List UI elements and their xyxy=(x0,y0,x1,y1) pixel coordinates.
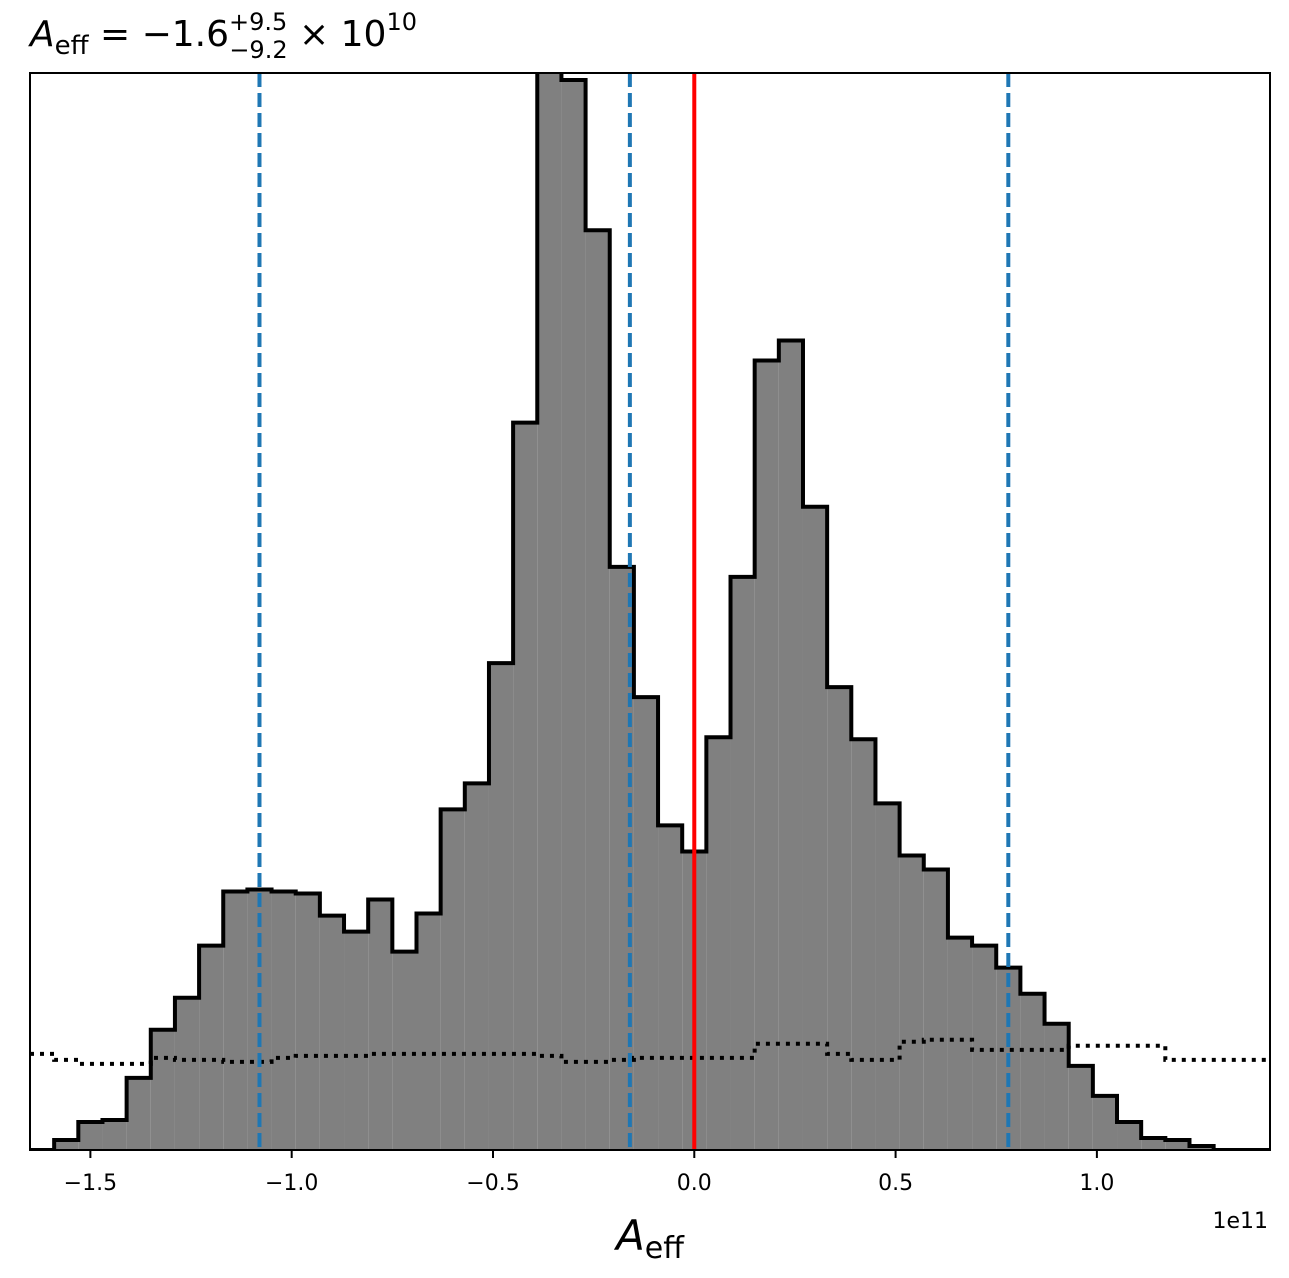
histogram-bar xyxy=(54,1139,79,1150)
histogram-bar xyxy=(658,825,683,1150)
x-tick-label: 1.0 xyxy=(1079,1171,1114,1196)
x-tick-label: −1.0 xyxy=(265,1171,318,1196)
chart-title: Aeff = −1.6+9.5 −9.2 × 1010 xyxy=(28,8,417,64)
histogram-bar xyxy=(174,997,200,1150)
histogram-bar xyxy=(1068,1065,1093,1150)
histogram-bar xyxy=(851,739,876,1150)
histogram-bar xyxy=(827,687,852,1150)
histogram-bar xyxy=(126,1077,151,1150)
histogram-bar xyxy=(1189,1145,1214,1150)
xlabel-var: A xyxy=(613,1211,645,1260)
x-offset-text: 1e11 xyxy=(1212,1209,1268,1234)
histogram-bar xyxy=(78,1121,103,1150)
histogram-bar xyxy=(1165,1139,1190,1150)
histogram-bar xyxy=(875,803,900,1150)
x-tick-label: 0.0 xyxy=(677,1171,712,1196)
histogram-bar xyxy=(295,893,320,1150)
xlabel-sub: eff xyxy=(645,1231,685,1266)
histogram-bar xyxy=(513,422,538,1150)
histogram-bar xyxy=(271,891,296,1150)
title-times: × 10 xyxy=(288,14,387,55)
histogram-bar xyxy=(199,945,224,1150)
histogram-bar xyxy=(1117,1121,1142,1150)
x-tick-label: 0.5 xyxy=(878,1171,913,1196)
prior-histogram-dotted xyxy=(30,1037,1270,1066)
x-tick-label: −0.5 xyxy=(466,1171,519,1196)
histogram-outline xyxy=(30,73,1270,1150)
histogram-bar xyxy=(392,951,417,1150)
histogram-bar xyxy=(488,663,514,1150)
x-axis-label: Aeff xyxy=(613,1211,685,1266)
histogram-bar xyxy=(1141,1137,1166,1150)
histogram-bar xyxy=(150,1029,175,1150)
histogram-bar xyxy=(464,783,489,1150)
histogram-bar xyxy=(778,340,803,1150)
histogram-bar xyxy=(102,1119,127,1150)
histogram-bar xyxy=(1020,993,1045,1150)
x-tick-label: −1.5 xyxy=(64,1171,117,1196)
histogram-bar xyxy=(754,360,779,1150)
histogram-bar xyxy=(1044,1023,1069,1150)
histogram-bar xyxy=(223,891,248,1150)
histogram-bar xyxy=(561,80,586,1150)
histogram-bar xyxy=(416,913,441,1150)
histogram-bar xyxy=(344,931,369,1150)
histogram-bar xyxy=(899,855,924,1150)
histogram-bar xyxy=(730,576,755,1150)
title-var: A xyxy=(28,14,55,55)
plot-area xyxy=(30,73,1270,1150)
histogram-bar xyxy=(585,230,610,1150)
histogram-bar xyxy=(319,915,345,1150)
histogram-bar xyxy=(947,937,973,1150)
histogram-bar xyxy=(633,697,659,1150)
title-exp: 10 xyxy=(386,8,417,36)
histogram-bar xyxy=(923,869,948,1150)
histogram-bar xyxy=(972,945,997,1150)
title-sub: −9.2 xyxy=(229,36,287,64)
histogram-bar xyxy=(440,809,465,1150)
histogram-bar xyxy=(368,899,393,1150)
histogram-bar xyxy=(706,737,731,1150)
title-sup: +9.5 xyxy=(229,8,287,36)
title-eq: = −1.6 xyxy=(89,14,229,55)
title-var-sub: eff xyxy=(55,31,90,61)
histogram-bar xyxy=(537,73,562,1150)
plot-frame xyxy=(29,72,1271,1151)
histogram-bar xyxy=(802,506,828,1150)
histogram-bar xyxy=(1092,1095,1118,1150)
